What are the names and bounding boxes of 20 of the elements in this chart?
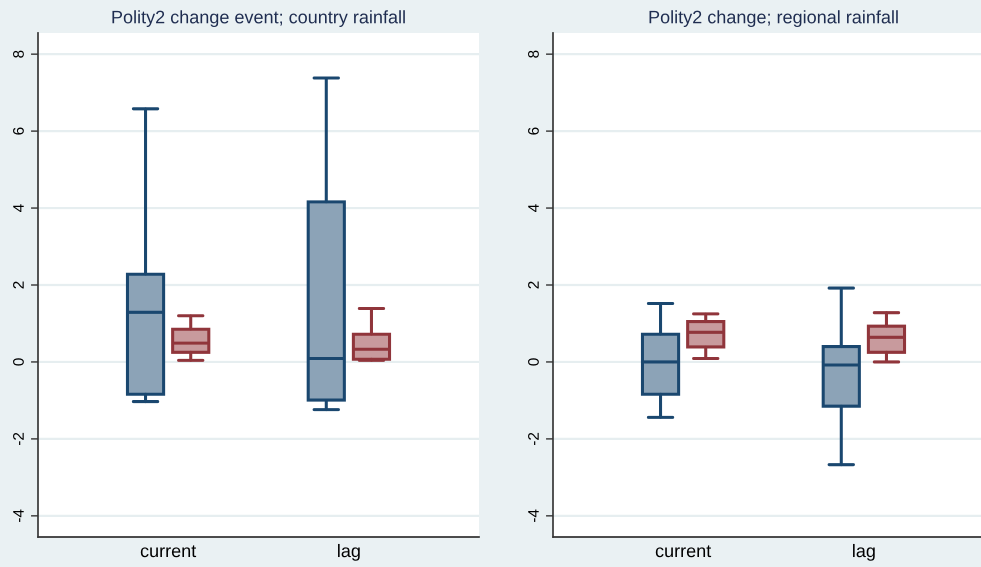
x-tick-label: current [140,545,196,558]
y-tick-label: -4 [528,509,539,522]
x-tick-label: lag [338,544,360,561]
y-tick-label: -2 [13,432,24,446]
y-tick-label: 8 [13,50,24,58]
x-tick-label: current [656,545,712,558]
y-tick-label: 2 [528,282,539,288]
y-tick-label: 0 [13,358,24,366]
y-tick-label: 4 [528,204,539,212]
y-tick-label: 0 [528,358,539,366]
y-tick-label: 8 [528,50,539,58]
y-tick-label: 4 [13,204,24,212]
x-tick-label: lag [853,544,875,561]
y-tick-label: -2 [528,432,539,446]
y-tick-label: -4 [13,509,24,522]
chart-title: Polity2 change; regional rainfall [650,10,898,28]
y-tick-label: 2 [13,282,24,288]
y-tick-label: 6 [528,128,539,135]
y-tick-label: 6 [13,128,24,135]
chart-title: Polity2 change event; country rainfall [112,10,405,28]
